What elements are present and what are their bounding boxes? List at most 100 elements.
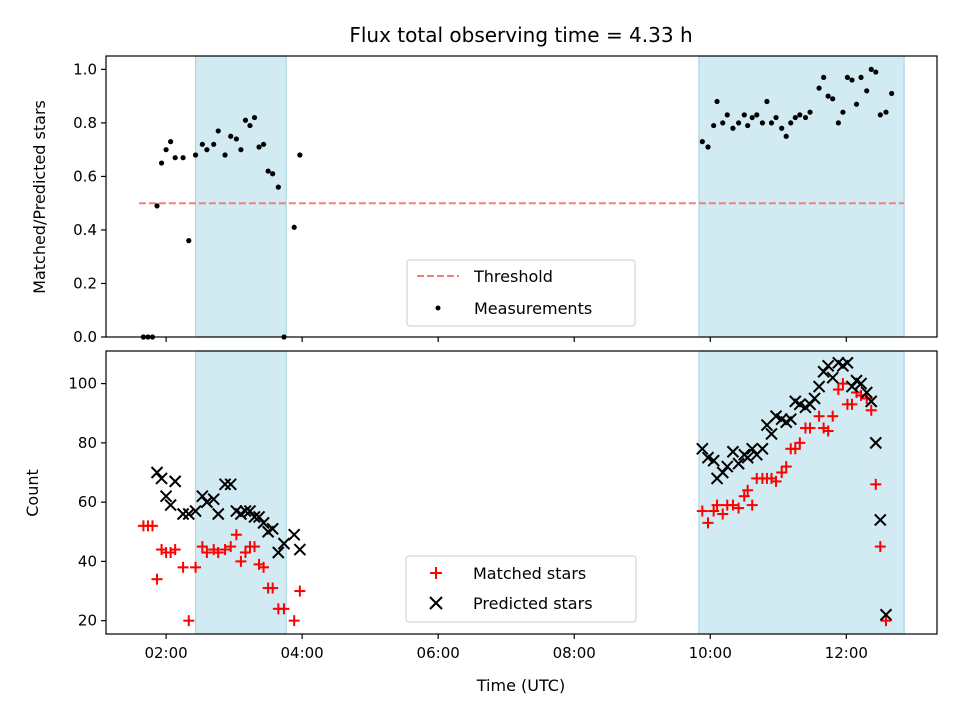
measurement-point-39 [745,122,751,129]
measurement-point-66 [877,112,883,118]
matched-point-16 [225,541,237,553]
predicted-point-41 [765,427,778,441]
measurement-point-3 [154,203,160,209]
measurement-point-35 [724,112,730,118]
matched-point-30 [696,505,708,517]
bottom-shaded-windows [194,350,905,635]
predicted-point-9 [200,495,214,509]
matched-point-63 [861,392,873,404]
measurement-point-20 [247,122,253,129]
matched-point-47 [780,461,792,473]
measurement-point-55 [825,93,831,99]
measurement-point-4 [158,160,165,166]
matched-point-2 [146,520,158,532]
predicted-point-22 [266,522,279,536]
measurement-point-33 [714,98,720,105]
predicted-point-11 [212,507,225,521]
matched-point-17 [230,529,242,541]
measurement-point-57 [835,120,841,126]
measurement-point-54 [821,74,827,81]
bottom-legend: Matched stars Predicted stars [405,555,637,623]
measurement-point-56 [830,96,836,102]
measurement-point-61 [853,101,860,107]
matched-point-25 [267,582,279,594]
predicted-point-36 [741,451,754,464]
predicted-point-27 [696,442,709,455]
top-y-ticks: 0.0 0.2 0.4 0.6 0.8 1.0 [73,60,106,346]
measurement-point-62 [858,74,864,81]
x-tick-label-3: 08:00 [553,644,596,662]
measurement-point-44 [768,120,775,126]
predicted-point-26 [293,543,307,556]
matched-point-9 [183,615,195,627]
matched-point-53 [813,410,825,422]
matched-point-38 [738,490,750,502]
top-panel: 0.0 0.2 0.4 0.6 0.8 1.0 Matched/Predicted sta… [30,55,938,346]
measurement-point-28 [291,224,297,230]
measurement-point-12 [204,147,210,153]
measurement-point-19 [242,117,249,123]
predicted-point-61 [860,386,873,399]
matched-point-10 [190,561,202,573]
measurement-point-58 [840,109,846,115]
matched-point-12 [201,547,213,559]
matched-point-65 [870,478,882,490]
matched-point-29 [294,585,306,597]
shaded-window-1 [698,55,905,338]
measurement-point-25 [270,171,276,177]
measurement-point-11 [199,141,205,147]
legend-matched-swatch [430,567,442,579]
matched-point-3 [151,573,163,585]
measurement-point-29 [297,152,303,158]
measurement-point-46 [779,125,785,131]
predicted-point-5 [176,507,190,521]
matched-point-36 [727,499,739,511]
predicted-point-34 [732,457,745,470]
predicted-point-16 [239,504,252,518]
measurement-point-67 [883,109,889,115]
matched-point-66 [874,541,886,553]
predicted-point-23 [272,546,285,559]
predicted-point-54 [826,371,839,384]
measurement-point-43 [764,98,770,105]
measurement-point-24 [265,168,271,174]
y-tick-label-4: 100 [68,375,97,393]
predicted-point-4 [168,475,182,488]
matched-point-39 [742,484,754,496]
y-tick-label-3: 0.6 [73,167,97,185]
measurement-point-41 [754,112,760,118]
measurement-point-52 [807,109,813,115]
matched-point-58 [837,378,849,390]
predicted-point-13 [224,478,237,491]
matched-point-34 [717,508,729,520]
measurement-point-65 [873,69,879,75]
predicted-point-29 [707,454,720,467]
predicted-point-45 [784,412,797,426]
predicted-point-25 [287,528,301,541]
top-legend: Threshold Measurements [406,259,636,327]
measurement-point-6 [168,139,174,145]
legend-matched-label: Matched stars [473,564,586,583]
bottom-axes-frame [105,350,938,635]
matched-point-27 [278,603,290,615]
predicted-point-63 [869,436,882,450]
x-tick-label-0: 02:00 [144,644,187,662]
bottom-y-ticks: 20 40 60 80 100 [68,375,106,630]
shaded-window-0 [194,350,287,635]
matched-point-23 [258,561,270,573]
x-tick-label-4: 10:00 [689,644,732,662]
measurement-point-16 [228,133,234,139]
matched-point-33 [711,499,723,511]
legend-predicted-label: Predicted stars [473,594,593,613]
matched-point-14 [212,547,224,559]
measurement-point-51 [802,114,809,121]
matched-point-52 [804,422,816,434]
top-y-axis-label: Matched/Predicted stars [30,100,49,294]
y-tick-label-1: 40 [78,552,97,570]
y-tick-label-0: 20 [78,612,97,630]
matched-point-46 [776,466,788,478]
measurement-point-23 [260,141,267,147]
measurement-point-30 [699,139,705,145]
predicted-point-39 [756,442,769,455]
matched-point-32 [708,505,720,517]
